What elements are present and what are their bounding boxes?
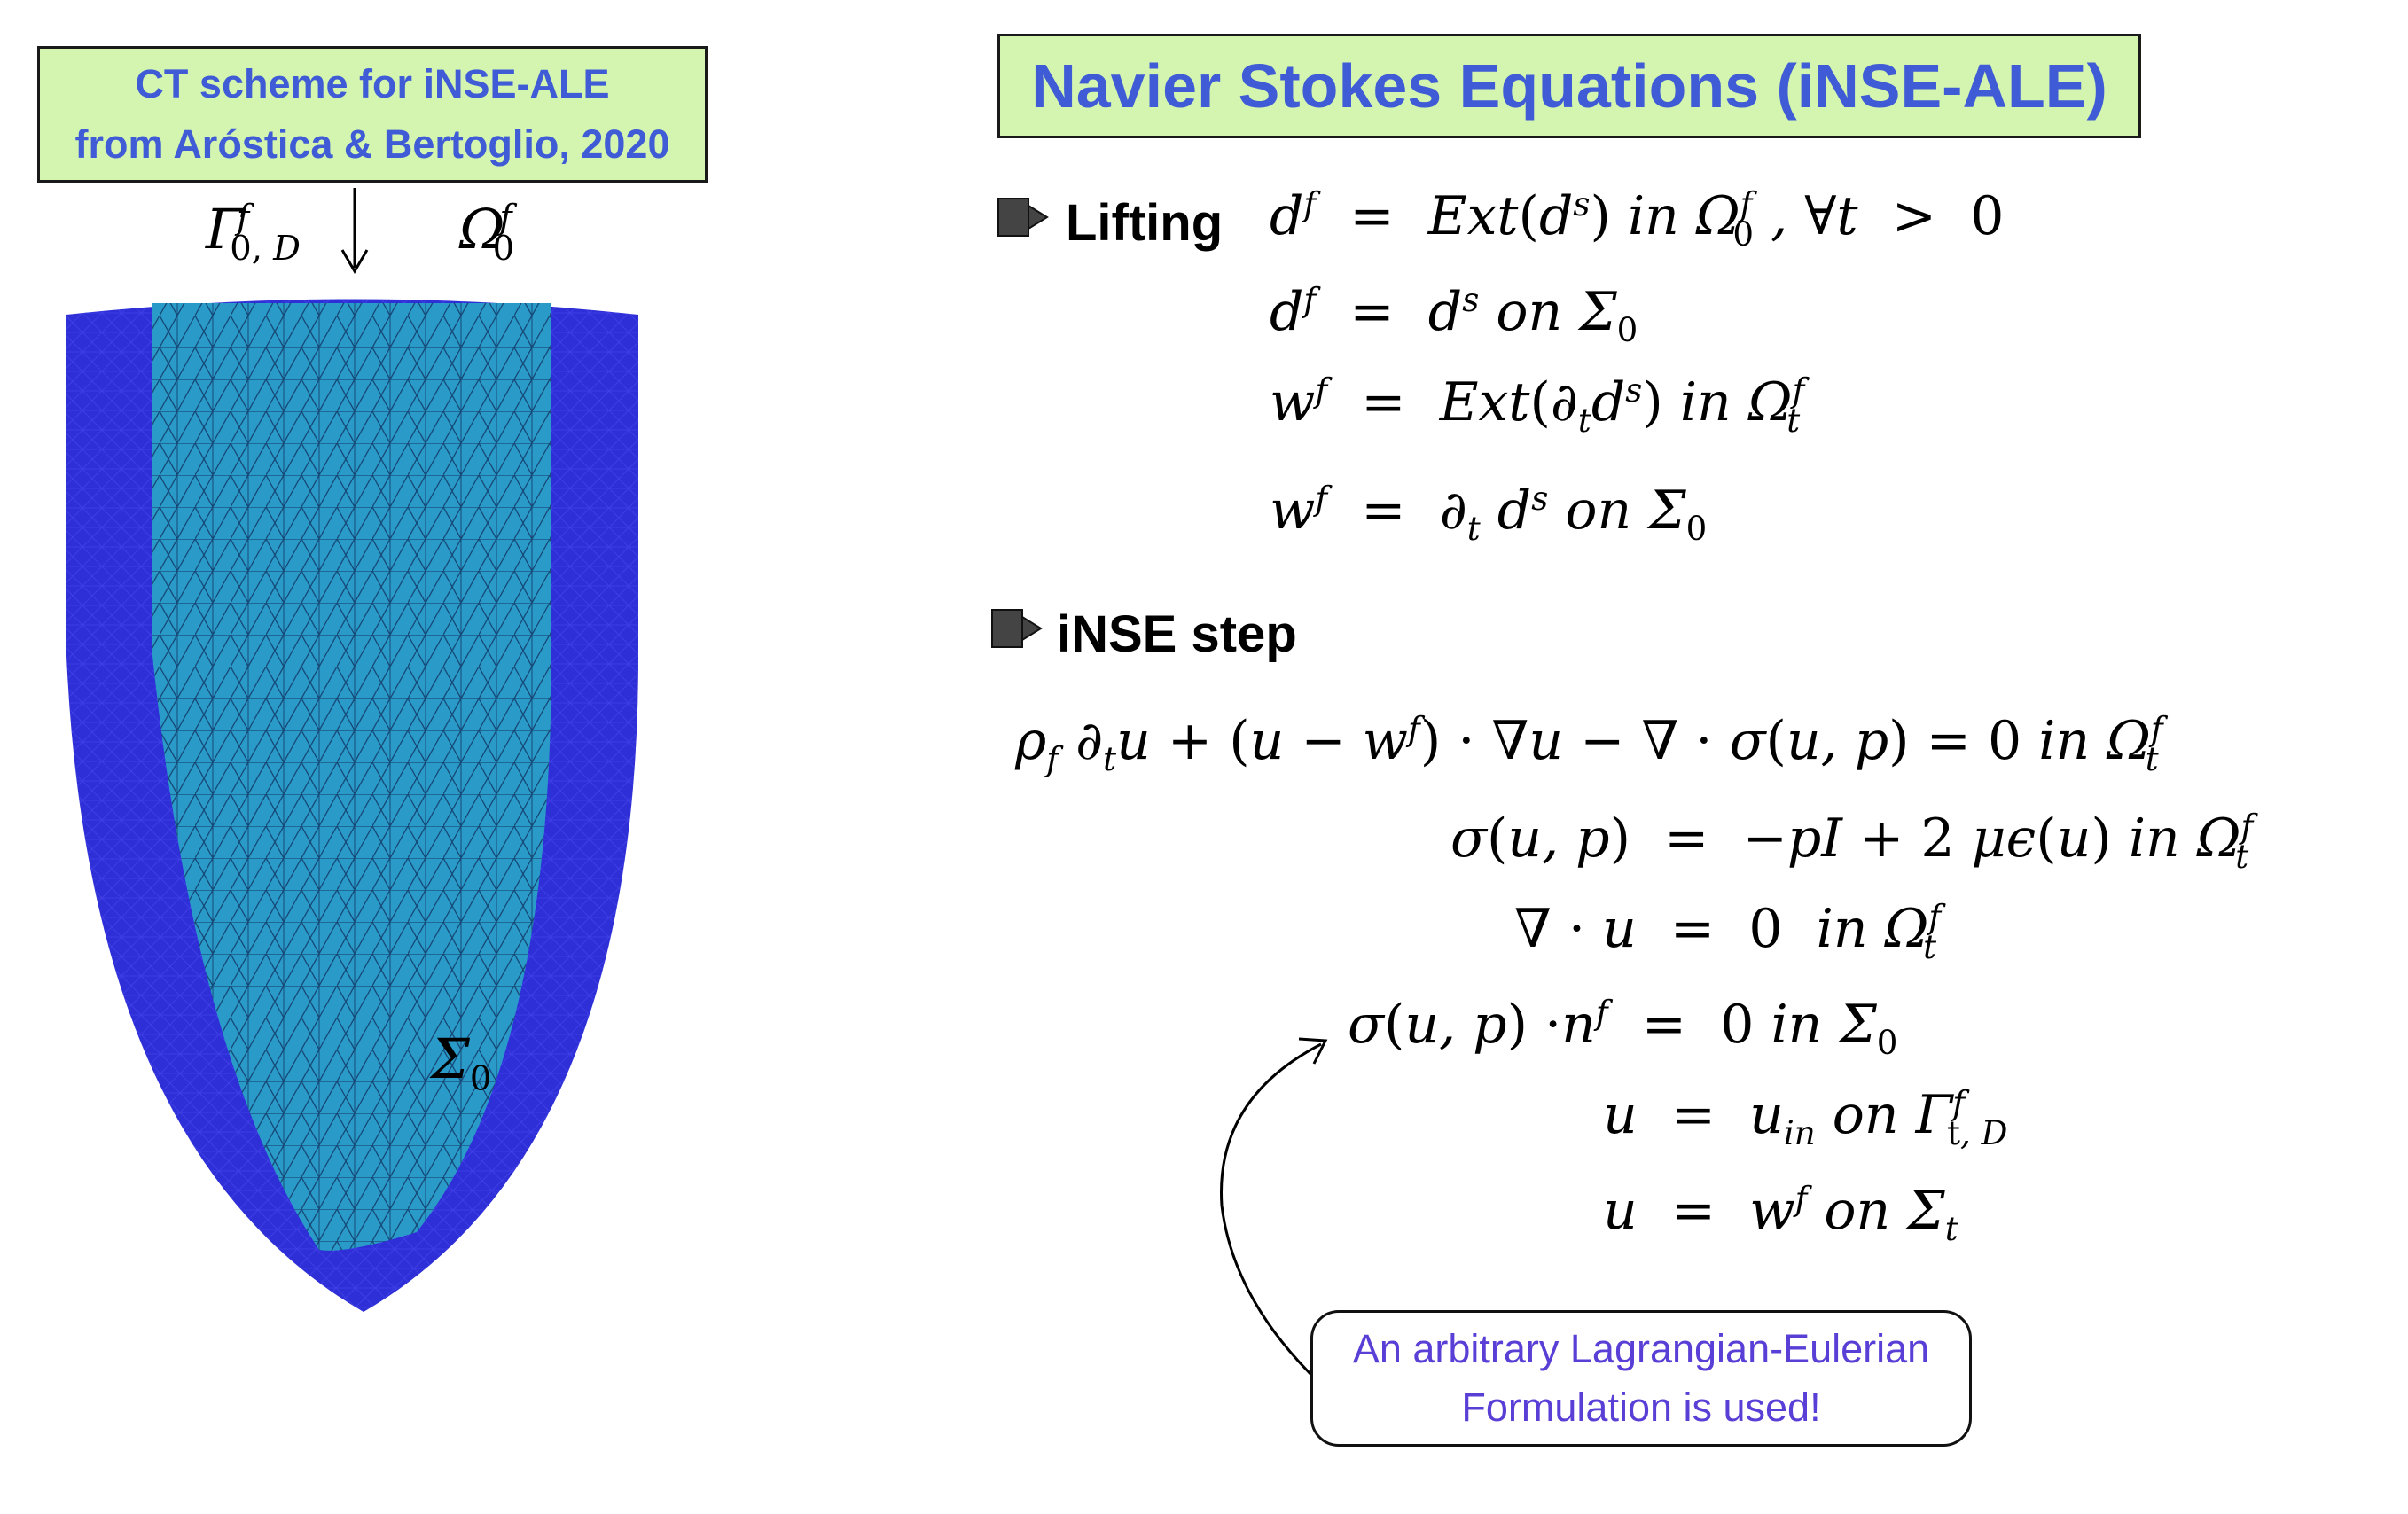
inse-eq-momentum: ρf ∂tu + (u − wf) · ∇u − ∇ · σ(u, p) = 0… [1015,709,2163,778]
inse-eq-interface: u = wf on Σt [1603,1179,1958,1248]
lifting-eq-2: df = ds on Σ0 [1270,280,1638,349]
sigma-0-label: Σ0 [431,1026,492,1099]
inse-heading: iNSE step [1057,605,1297,663]
inse-eq-stress: σ(u, p) = −pI + 2 μϵ(u) in Ωft [1450,807,2254,876]
reference-box: CT scheme for iNSE-ALE from Aróstica & B… [37,46,708,183]
omega-0-label: Ωf0 [459,197,515,269]
reference-line-1: CT scheme for iNSE-ALE [135,61,610,106]
curved-arrow-icon [1220,1037,1328,1376]
bullet-arrow-icon-2 [991,609,1043,648]
lifting-eq-1: df = Ext(ds) in Ωf0 , ∀t > 0 [1270,184,2005,254]
page-title: Navier Stokes Equations (iNSE-ALE) [1031,51,2107,121]
callout-line-1: An arbitrary Lagrangian-Eulerian [1352,1326,1930,1371]
inse-eq-inlet: u = uin on Γft, D [1603,1083,2008,1152]
inse-eq-traction: σ(u, p) ·nf = 0 in Σ0 [1348,993,1898,1062]
title-box: Navier Stokes Equations (iNSE-ALE) [997,34,2141,138]
lifting-eq-4: wf = ∂t ds on Σ0 [1270,479,1708,548]
lifting-heading: Lifting [1066,194,1224,252]
lifting-eq-3: wf = Ext(∂tds) in Ωft [1270,371,1805,440]
ale-callout: An arbitrary Lagrangian-Eulerian Formula… [1310,1310,1972,1447]
down-arrow-icon [340,188,369,274]
gamma-0-D-label: Γf0, D [206,197,301,269]
callout-line-2: Formulation is used! [1461,1385,1821,1430]
ventricle-mesh [66,299,638,1312]
reference-line-2: from Aróstica & Bertoglio, 2020 [74,121,670,167]
bullet-arrow-icon [997,198,1049,237]
inse-eq-divergence: ∇ · u = 0 in Ωft [1514,897,1942,966]
